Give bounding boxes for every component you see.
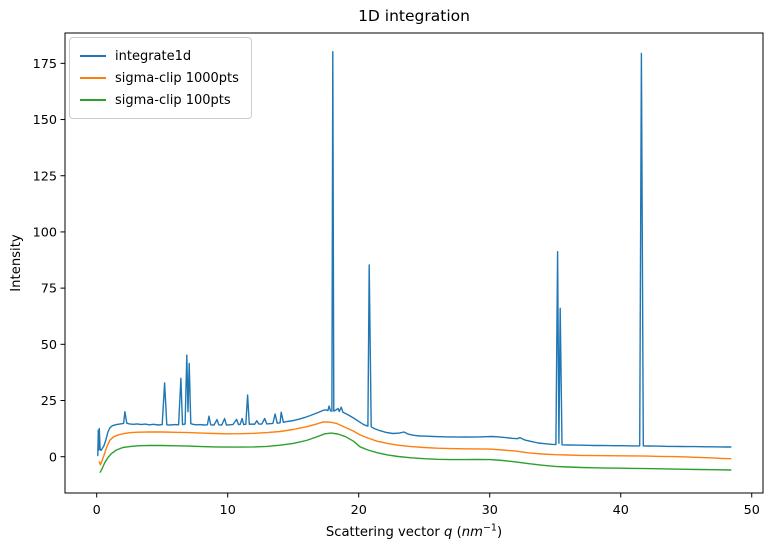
- series-line-2: [99, 432, 732, 473]
- series-lines: [97, 51, 732, 473]
- y-tick-label: 150: [33, 113, 57, 128]
- chart-title: 1D integration: [358, 7, 470, 25]
- y-tick-label: 75: [41, 282, 57, 297]
- legend-entry: sigma-clip 100pts: [80, 89, 239, 111]
- legend-line-sample: [80, 98, 106, 102]
- x-tick-label: 10: [220, 503, 236, 518]
- legend-line-sample: [80, 54, 106, 58]
- x-tick-label: 30: [482, 503, 498, 518]
- x-tick-label: 0: [93, 503, 101, 518]
- legend-label: sigma-clip 100pts: [115, 92, 231, 108]
- y-tick-label: 125: [33, 169, 57, 184]
- y-tick-label: 25: [41, 394, 57, 409]
- y-tick-label: 50: [41, 338, 57, 353]
- y-tick-label: 0: [49, 450, 57, 465]
- axes-frame: [64, 32, 764, 494]
- legend-line-sample: [80, 76, 106, 80]
- series-line-1: [98, 421, 732, 466]
- x-tick-label: 40: [613, 503, 629, 518]
- y-tick-label: 175: [33, 57, 57, 72]
- y-axis-label: Intensity: [9, 234, 24, 292]
- legend-entry: sigma-clip 1000pts: [80, 67, 239, 89]
- y-tick-label: 100: [33, 226, 57, 241]
- legend-label: sigma-clip 1000pts: [115, 70, 239, 86]
- x-axis-ticks: 0 10 20 30 40 50: [93, 493, 760, 518]
- legend: integrate1d sigma-clip 1000pts sigma-cli…: [69, 37, 252, 119]
- x-axis-label: Scattering vector q (nm−1): [326, 523, 502, 541]
- x-tick-label: 50: [744, 503, 760, 518]
- legend-label: integrate1d: [115, 48, 192, 64]
- y-axis-ticks: 0 25 50 75 100 125 150 175: [33, 57, 65, 465]
- x-tick-label: 20: [351, 503, 367, 518]
- legend-entry: integrate1d: [80, 45, 239, 67]
- series-line-0: [97, 51, 732, 457]
